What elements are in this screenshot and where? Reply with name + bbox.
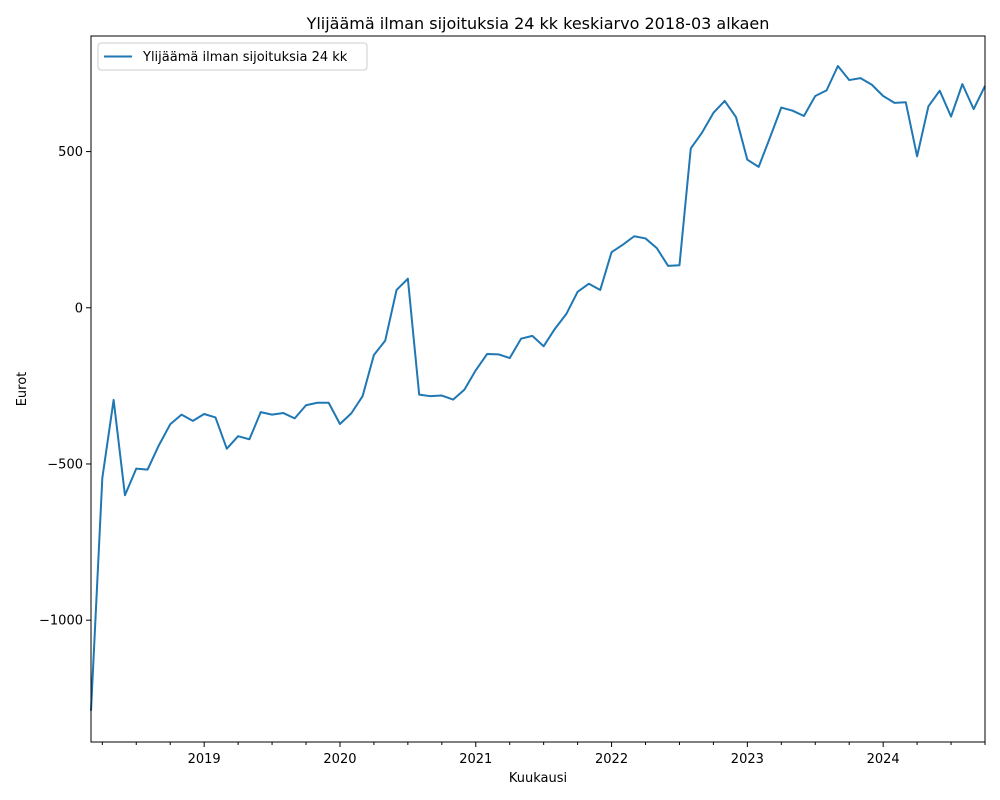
x-tick-label: 2021 bbox=[459, 752, 492, 767]
x-axis-label: Kuukausi bbox=[509, 771, 567, 786]
series-line bbox=[90, 64, 986, 711]
x-tick-label: 2020 bbox=[323, 752, 356, 767]
y-tick-label: −500 bbox=[47, 457, 83, 472]
x-tick-label: 2022 bbox=[595, 752, 628, 767]
legend-box bbox=[97, 42, 368, 71]
y-axis-label: Eurot bbox=[15, 372, 30, 407]
legend-entry: Ylijäämä ilman sijoituksia 24 kk bbox=[142, 50, 348, 65]
y-tick-label: 0 bbox=[75, 301, 83, 316]
y-tick-label: 500 bbox=[58, 145, 83, 160]
chart-title: Ylijäämä ilman sijoituksia 24 kk keskiar… bbox=[306, 14, 770, 33]
x-tick-label: 2023 bbox=[731, 752, 764, 767]
plot-area bbox=[90, 35, 986, 743]
x-axis: 2019 2020 2021 2022 2023 2024 bbox=[101, 742, 986, 767]
y-tick-label: −1000 bbox=[39, 614, 83, 629]
x-tick-label: 2019 bbox=[188, 752, 221, 767]
legend: Ylijäämä ilman sijoituksia 24 kk bbox=[97, 42, 368, 71]
plot-frame bbox=[90, 35, 986, 743]
y-axis: −1000 −500 0 500 bbox=[39, 145, 91, 629]
x-tick-label: 2024 bbox=[867, 752, 900, 767]
